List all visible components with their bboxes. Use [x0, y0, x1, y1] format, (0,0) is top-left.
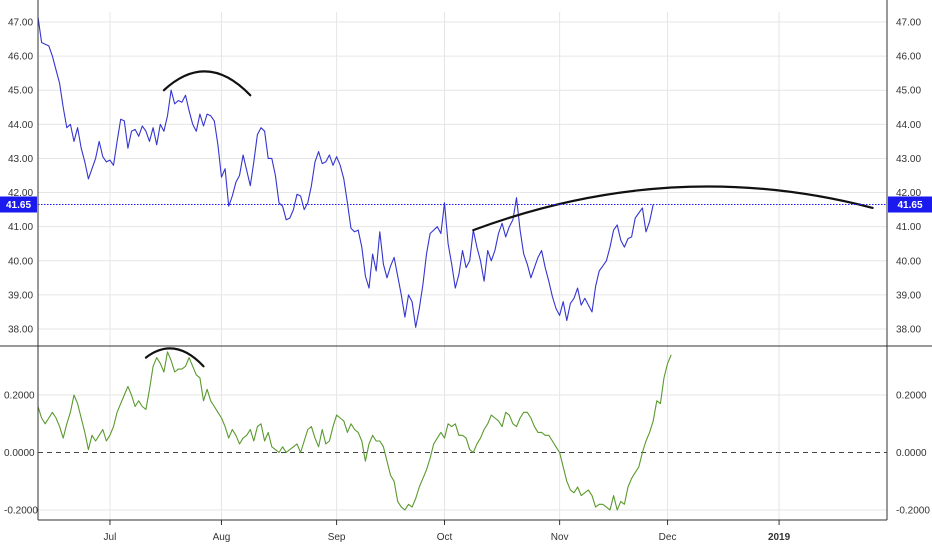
time-tick-label: Nov — [551, 532, 569, 543]
price-tick-label-right: 45.00 — [896, 86, 921, 97]
indicator-gridlines — [38, 346, 887, 520]
price-tick-label-right: 47.00 — [896, 18, 921, 29]
time-tick-label: Aug — [213, 532, 231, 543]
price-right-axis: 47.00 46.00 45.00 44.00 43.00 42.00 41.00 40.00… — [896, 18, 921, 336]
price-tick-label-right: 41.00 — [896, 222, 921, 233]
price-tick-label-right: 46.00 — [896, 52, 921, 63]
time-tick-label: 2019 — [768, 532, 791, 543]
indicator-line — [37, 351, 672, 511]
indicator-tick-label-left: -0.2000 — [4, 506, 38, 517]
indicator-tick-label-right: 0.0000 — [896, 448, 927, 459]
price-arc-annotation — [162, 70, 252, 97]
price-badge — [888, 196, 932, 213]
indicator-tick-label-left: 0.2000 — [4, 391, 35, 402]
price-badge-label: 41.65 — [6, 200, 31, 211]
time-tick-label: Jul — [104, 532, 117, 543]
indicator-series — [37, 351, 672, 511]
price-annotations — [162, 70, 874, 232]
price-tick-label-left: 39.00 — [8, 290, 33, 301]
price-badge-label: 41.65 — [897, 200, 922, 211]
price-tick-label-left: 41.00 — [8, 222, 33, 233]
indicator-left-axis: 0.2000 0.0000 -0.2000 — [4, 391, 38, 517]
price-tick-label-right: 38.00 — [896, 325, 921, 336]
price-badges: 41.65 41.65 — [0, 196, 932, 213]
price-tick-label-right: 40.00 — [896, 256, 921, 267]
price-tick-label-left: 47.00 — [8, 18, 33, 29]
price-tick-label-right: 39.00 — [896, 290, 921, 301]
indicator-tick-label-left: 0.0000 — [4, 448, 35, 459]
price-arc-annotation — [472, 185, 874, 232]
price-tick-label-left: 46.00 — [8, 52, 33, 63]
time-tick-label: Sep — [328, 532, 346, 543]
indicator-tick-label-right: -0.2000 — [896, 506, 930, 517]
price-gridlines — [38, 12, 887, 346]
price-tick-label-right: 44.00 — [896, 120, 921, 131]
price-tick-label-left: 44.00 — [8, 120, 33, 131]
price-tick-label-left: 45.00 — [8, 86, 33, 97]
time-axis: Jul Aug Sep Oct Nov Dec 2019 — [104, 520, 791, 543]
price-tick-label-right: 43.00 — [896, 154, 921, 165]
price-tick-label-left: 40.00 — [8, 256, 33, 267]
indicator-arc-annotation — [144, 347, 205, 368]
price-left-axis: 47.00 46.00 45.00 44.00 43.00 42.00 41.00 40.00… — [8, 18, 33, 336]
indicator-tick-label-right: 0.2000 — [896, 391, 927, 402]
indicator-annotations — [144, 347, 205, 368]
indicator-panel: 0.2000 0.0000 -0.2000 0.2000 0.0000 -0.2000 — [4, 346, 930, 520]
price-series — [37, 16, 654, 328]
price-badge — [0, 196, 37, 213]
price-tick-label-left: 42.00 — [8, 188, 33, 199]
time-tick-label: Oct — [437, 532, 453, 543]
price-tick-label-left: 43.00 — [8, 154, 33, 165]
time-tick-label: Dec — [659, 532, 677, 543]
chart-frame — [0, 0, 932, 521]
price-tick-label-right: 42.00 — [896, 188, 921, 199]
price-panel: 47.00 46.00 45.00 44.00 43.00 42.00 41.00 40.00… — [8, 12, 921, 346]
price-line — [37, 16, 654, 328]
price-tick-label-left: 38.00 — [8, 325, 33, 336]
indicator-right-axis: 0.2000 0.0000 -0.2000 — [896, 391, 930, 517]
